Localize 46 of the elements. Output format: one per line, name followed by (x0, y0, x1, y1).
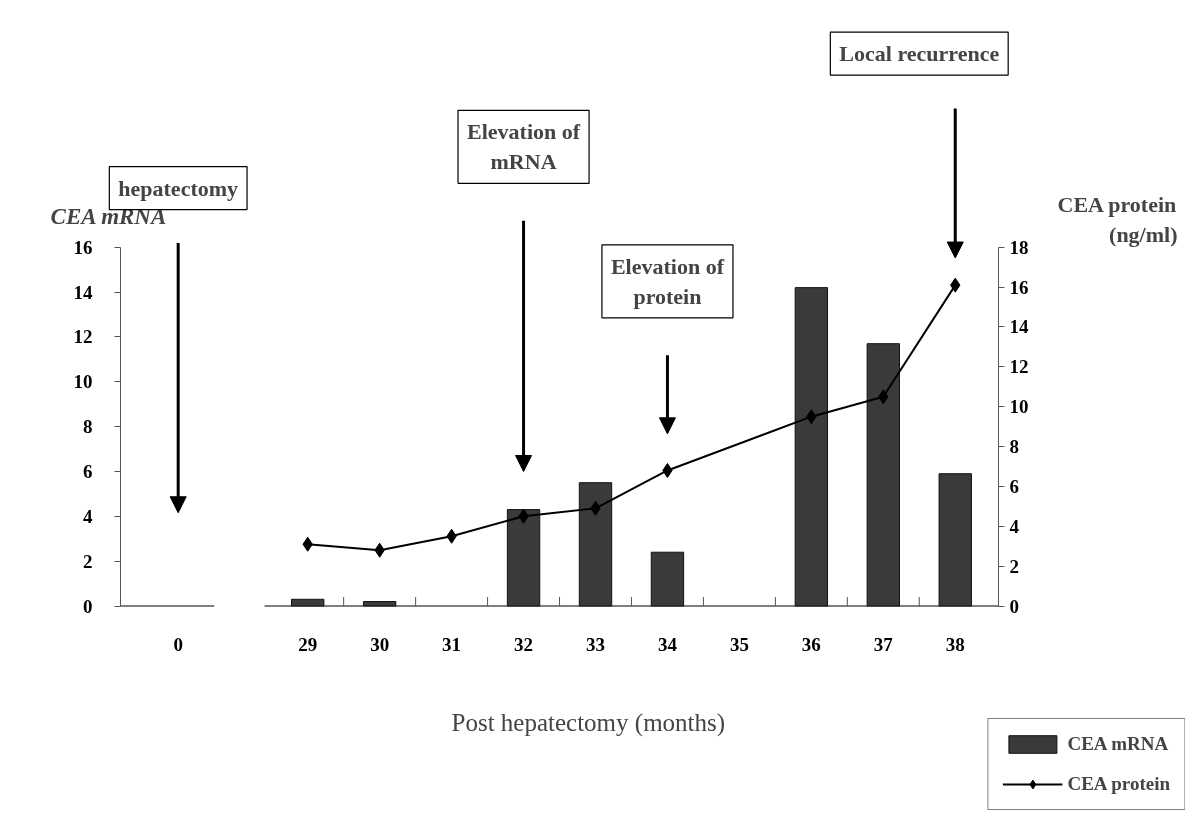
text: hepatectomy (118, 175, 239, 201)
text: Local recurrence (839, 41, 1000, 67)
bar (866, 343, 900, 607)
x-tick-label: 35 (729, 633, 749, 655)
bar (650, 551, 685, 607)
y-tick-label: 4 (83, 505, 94, 527)
x-tick-label: 38 (945, 633, 965, 655)
x-axis-title: Post hepatectomy (months) (451, 709, 726, 738)
y-tick-label: 8 (83, 416, 93, 438)
y2-tick-label: 12 (1009, 356, 1029, 378)
bar (794, 287, 829, 607)
y-tick-label: 14 (73, 281, 94, 303)
y2-tick-label: 6 (1009, 475, 1019, 497)
x-tick-label: 0 (173, 633, 183, 655)
y2-tick-label: 10 (1009, 396, 1029, 418)
legend-label: CEA mRNA (1067, 733, 1169, 755)
bar (362, 601, 397, 607)
annotation: Elevation of protein (610, 253, 725, 309)
legend-label: CEA protein (1067, 773, 1170, 795)
x-tick-label: 33 (586, 633, 605, 655)
bar (938, 473, 972, 607)
bar (506, 509, 541, 607)
x-tick-label: 32 (514, 633, 534, 655)
x-tick-label: 31 (442, 633, 462, 655)
y2-tick-label: 0 (1009, 595, 1019, 617)
y2-tick-label: 2 (1009, 555, 1019, 577)
y-tick-label: 6 (83, 460, 93, 482)
x-tick-label: 29 (298, 633, 318, 655)
y-tick-label: 0 (83, 595, 93, 617)
bar (291, 598, 325, 607)
y-tick-label: 12 (73, 326, 93, 348)
text: Elevation of mRNA (467, 119, 581, 175)
x-tick-label: 30 (370, 633, 390, 655)
y2-tick-label: 16 (1009, 276, 1029, 298)
bar (578, 482, 613, 607)
y2-tick-label: 14 (1009, 316, 1029, 338)
y-tick-label: 10 (73, 371, 93, 393)
y-tick-label: 16 (73, 236, 93, 258)
x-tick-label: 36 (801, 633, 821, 655)
y2-tick-label: 18 (1009, 236, 1029, 258)
x-tick-label: 34 (657, 633, 678, 655)
x-tick-label: 37 (873, 633, 894, 655)
y2-tick-label: 8 (1009, 436, 1019, 458)
y-tick-label: 2 (83, 550, 93, 572)
y2-axis-title: CEA protein (ng/ml) (1057, 192, 1178, 248)
y2-tick-label: 4 (1009, 515, 1020, 537)
